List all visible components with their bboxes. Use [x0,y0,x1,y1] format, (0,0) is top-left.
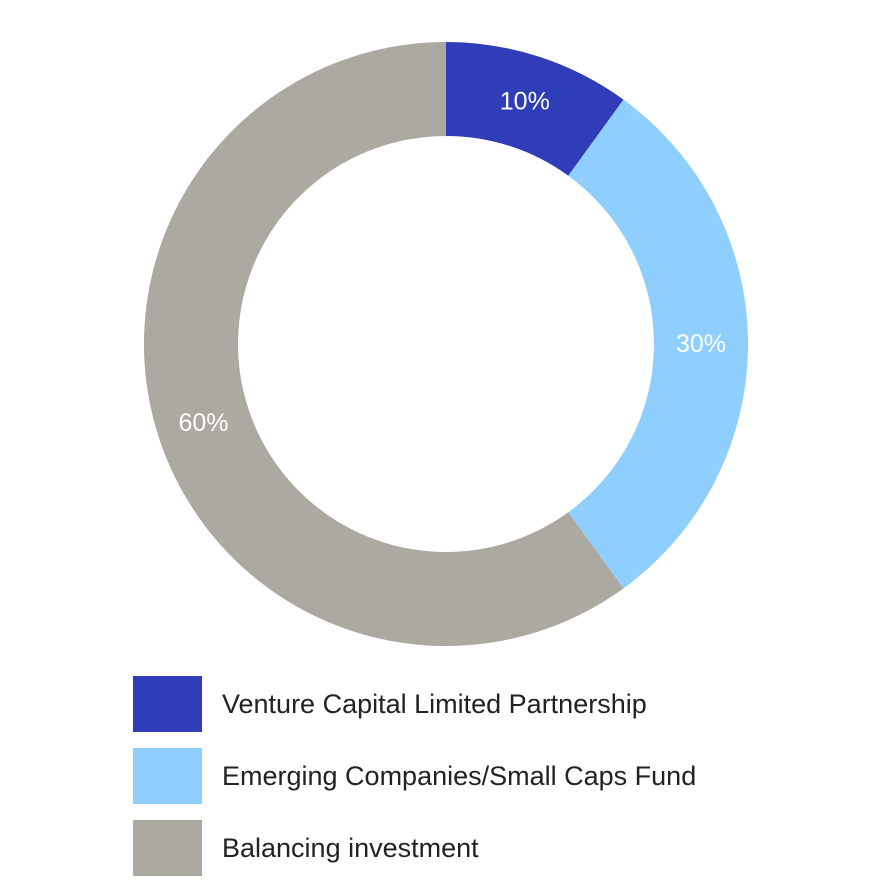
donut-slice-balancing-investment [143,42,624,646]
donut-slice-labels: 10% 30% 60% [178,87,726,436]
legend-swatch-venture-capital [133,676,202,732]
donut-slice-emerging-companies [568,99,748,589]
slice-label-balancing-investment: 60% [178,409,228,437]
slice-label-venture-capital: 10% [500,87,550,115]
legend-label-balancing-investment: Balancing investment [222,833,479,863]
slice-label-emerging-companies: 30% [676,330,726,358]
donut-slices [143,42,748,646]
legend-label-venture-capital: Venture Capital Limited Partnership [222,689,647,719]
donut-slice-venture-capital [446,42,624,176]
legend-swatch-emerging-companies [133,748,202,804]
legend-swatch-balancing-investment [133,820,202,876]
legend-label-emerging-companies: Emerging Companies/Small Caps Fund [222,761,697,791]
